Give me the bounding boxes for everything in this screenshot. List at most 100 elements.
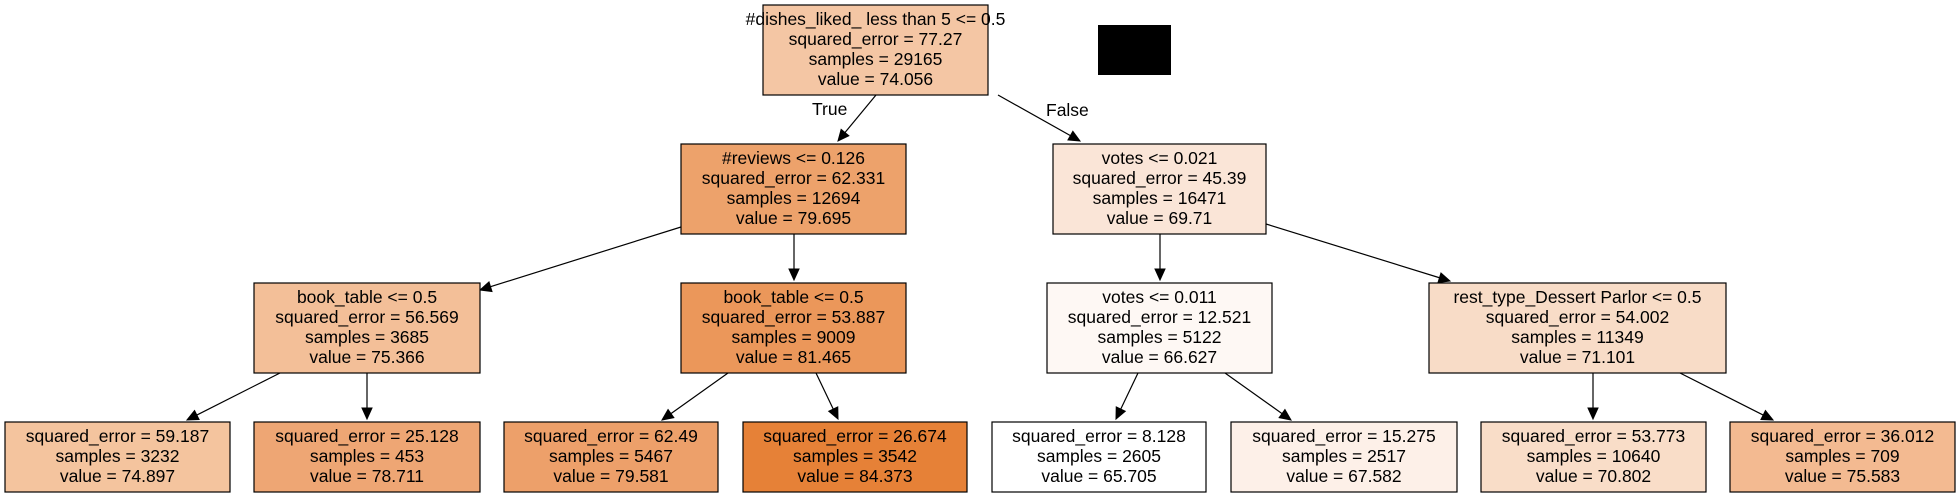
nodes-layer: #dishes_liked_ less than 5 <= 0.5squared… <box>4 4 1956 493</box>
node-value: value = 67.582 <box>1286 466 1401 486</box>
node-split-condition: votes <= 0.021 <box>1102 148 1218 168</box>
arrowhead-icon <box>837 128 850 142</box>
edge-n0-n2: False <box>997 94 1089 142</box>
arrowhead-icon <box>827 406 839 421</box>
node-split-condition: rest_type_Dessert Parlor <= 0.5 <box>1453 287 1701 308</box>
node-squared-error: squared_error = 8.128 <box>1012 426 1186 447</box>
edge-line <box>815 372 834 410</box>
node-box <box>1046 282 1273 374</box>
node-value: value = 71.101 <box>1520 347 1635 367</box>
node-squared-error: squared_error = 53.773 <box>1502 426 1685 447</box>
split-node-n0: #dishes_liked_ less than 5 <= 0.5squared… <box>746 4 1006 96</box>
node-value: value = 75.366 <box>309 347 424 367</box>
arrowhead-icon <box>478 281 493 293</box>
node-value: value = 79.695 <box>736 208 851 228</box>
edge-n1-n3 <box>478 226 682 293</box>
node-split-condition: #reviews <= 0.126 <box>722 148 865 168</box>
edges-layer: True False <box>185 94 1775 421</box>
edge-n4-n10 <box>815 372 839 421</box>
node-box <box>1052 143 1267 235</box>
edge-n6-n14 <box>1679 372 1775 421</box>
node-samples: samples = 11349 <box>1511 327 1643 347</box>
edge-n3-n8 <box>361 373 373 421</box>
node-samples: samples = 3232 <box>55 446 179 466</box>
node-box <box>1480 421 1707 493</box>
split-node-n6: rest_type_Dessert Parlor <= 0.5squared_e… <box>1428 282 1727 374</box>
edge-line <box>1120 372 1139 410</box>
node-split-condition: book_table <= 0.5 <box>297 287 437 308</box>
node-samples: samples = 453 <box>310 446 424 466</box>
edge-line <box>1679 372 1764 416</box>
arrowhead-icon <box>1278 408 1292 421</box>
node-split-condition: votes <= 0.011 <box>1102 287 1217 307</box>
node-samples: samples = 2605 <box>1037 446 1161 466</box>
edge-label-true: True <box>812 99 847 119</box>
edge-line <box>490 226 682 288</box>
edge-label-false: False <box>1046 100 1089 120</box>
node-squared-error: squared_error = 53.887 <box>702 307 885 328</box>
node-box <box>253 421 481 493</box>
node-samples: samples = 3685 <box>305 327 429 347</box>
node-box <box>1428 282 1727 374</box>
node-value: value = 66.627 <box>1102 347 1217 367</box>
node-samples: samples = 12694 <box>727 188 861 208</box>
node-box <box>503 421 719 493</box>
arrowhead-icon <box>1154 268 1166 282</box>
edge-n2-n5 <box>1154 234 1166 282</box>
arrowhead-icon <box>1437 272 1452 284</box>
node-samples: samples = 29165 <box>809 49 943 69</box>
arrowhead-icon <box>361 407 373 421</box>
node-samples: samples = 2517 <box>1282 446 1406 466</box>
edge-line <box>1265 223 1440 279</box>
edge-line <box>670 372 729 415</box>
node-value: value = 74.056 <box>818 69 933 89</box>
edge-line <box>997 94 1071 137</box>
node-squared-error: squared_error = 26.674 <box>763 426 947 447</box>
node-samples: samples = 10640 <box>1527 446 1661 466</box>
edge-n2-n6 <box>1265 223 1452 284</box>
node-squared-error: squared_error = 62.331 <box>702 168 885 189</box>
node-samples: samples = 9009 <box>731 327 855 347</box>
node-squared-error: squared_error = 62.49 <box>524 426 698 447</box>
edge-n4-n9 <box>661 372 729 421</box>
node-value: value = 81.465 <box>736 347 851 367</box>
node-value: value = 74.897 <box>60 466 175 486</box>
node-box <box>1729 421 1956 493</box>
edge-line <box>1224 372 1283 415</box>
node-squared-error: squared_error = 15.275 <box>1252 426 1435 447</box>
node-box <box>742 421 968 493</box>
edge-n1-n4 <box>788 234 800 282</box>
node-squared-error: squared_error = 59.187 <box>26 426 209 447</box>
node-squared-error: squared_error = 77.27 <box>789 29 963 50</box>
node-box <box>762 4 989 96</box>
node-box <box>991 421 1207 493</box>
node-samples: samples = 16471 <box>1093 188 1227 208</box>
node-box <box>680 143 907 235</box>
arrowhead-icon <box>185 409 200 421</box>
arrowhead-icon <box>1760 409 1775 421</box>
arrowhead-icon <box>1587 407 1599 421</box>
arrowhead-icon <box>1115 406 1127 421</box>
node-value: value = 75.583 <box>1785 466 1900 486</box>
node-split-condition: #dishes_liked_ less than 5 <= 0.5 <box>746 9 1006 30</box>
redaction-block <box>1098 25 1171 75</box>
arrowhead-icon <box>1067 130 1082 142</box>
arrowhead-icon <box>788 268 800 282</box>
node-value: value = 70.802 <box>1536 466 1651 486</box>
node-squared-error: squared_error = 45.39 <box>1073 168 1247 189</box>
edge-n6-n13 <box>1587 373 1599 421</box>
